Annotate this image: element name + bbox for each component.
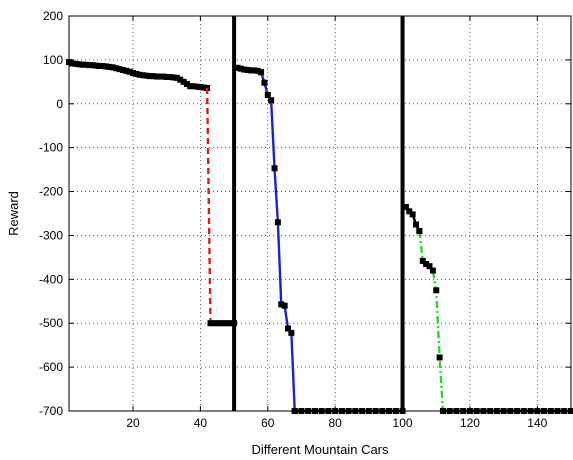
y-tick-label: -700 [39, 404, 63, 418]
data-point [170, 74, 177, 81]
x-tick-label: 100 [393, 416, 413, 430]
data-point [210, 320, 217, 327]
data-point [92, 62, 99, 69]
data-point [99, 63, 106, 70]
data-point [123, 67, 130, 74]
data-point [194, 83, 201, 90]
data-point [163, 74, 170, 81]
data-point [244, 66, 251, 73]
y-tick-label: 0 [56, 97, 63, 111]
data-point [187, 83, 194, 90]
x-axis-label: Different Mountain Cars [251, 442, 389, 457]
data-point [113, 65, 120, 72]
data-point [224, 320, 231, 327]
data-point [281, 302, 288, 309]
y-tick-label: -600 [39, 360, 63, 374]
data-point [136, 71, 143, 78]
data-point [426, 263, 433, 270]
x-tick-label: 140 [527, 416, 547, 430]
y-tick-label: -200 [39, 185, 63, 199]
data-point [173, 74, 180, 81]
data-point [207, 320, 214, 327]
data-point [183, 81, 190, 88]
data-point [251, 67, 258, 74]
data-point [227, 320, 234, 327]
data-point [278, 301, 285, 308]
x-tick-label: 80 [328, 416, 342, 430]
data-point [153, 73, 160, 80]
y-tick-label: -500 [39, 316, 63, 330]
data-point [106, 63, 113, 70]
data-point [214, 320, 221, 327]
data-point [96, 63, 103, 70]
x-tick-label: 120 [460, 416, 480, 430]
data-point [72, 60, 79, 67]
data-point [109, 64, 116, 71]
data-point [143, 72, 150, 79]
y-tick-label: -300 [39, 228, 63, 242]
data-point [241, 66, 248, 73]
data-point [247, 67, 254, 74]
data-point [271, 165, 278, 172]
y-tick-label: -400 [39, 272, 63, 286]
data-point [180, 78, 187, 85]
data-point [130, 70, 137, 77]
data-point [126, 68, 133, 75]
data-point [76, 61, 83, 68]
data-point [288, 329, 295, 336]
data-point [156, 73, 163, 80]
data-point [150, 73, 157, 80]
data-point [258, 69, 265, 76]
data-point [140, 72, 147, 79]
y-tick-label: 100 [43, 53, 63, 67]
data-point [79, 61, 86, 68]
data-point [237, 65, 244, 72]
data-point [429, 267, 436, 274]
data-point [197, 84, 204, 91]
data-point [177, 76, 184, 83]
data-point [160, 73, 167, 80]
y-tick-label: -100 [39, 141, 63, 155]
data-point [254, 67, 261, 74]
data-point [436, 354, 443, 361]
data-point [261, 79, 268, 86]
data-point [119, 66, 126, 73]
data-point [69, 60, 76, 67]
y-axis-label: Reward [6, 191, 21, 236]
data-point [116, 66, 123, 73]
data-point [264, 92, 271, 98]
data-point [220, 320, 227, 327]
data-point [406, 208, 413, 215]
axes: 20 40 60 80 100 120 140 200 100 0 -100 -200 -300 -400… [39, 9, 572, 430]
data-point [284, 325, 291, 332]
data-point [416, 228, 423, 235]
data-point [234, 64, 241, 71]
data-point [217, 320, 224, 327]
data-point [274, 219, 281, 226]
data-point [419, 257, 426, 264]
y-tick-label: 200 [43, 9, 63, 23]
data-point [86, 62, 93, 69]
data-point [409, 211, 416, 218]
data-point [133, 70, 140, 77]
data-point [200, 84, 207, 91]
x-tick-label: 60 [261, 416, 275, 430]
data-point [146, 73, 153, 80]
data-point [268, 97, 275, 104]
x-tick-label: 40 [194, 416, 208, 430]
data-point [167, 74, 174, 81]
data-point [433, 287, 440, 294]
data-point [190, 83, 197, 90]
data-point [89, 62, 96, 69]
data-point [103, 63, 110, 70]
data-point [413, 221, 420, 228]
data-point [82, 61, 89, 68]
x-tick-label: 20 [126, 416, 140, 430]
data-point [423, 260, 430, 267]
axes-box [68, 15, 572, 412]
data-point [402, 203, 409, 210]
